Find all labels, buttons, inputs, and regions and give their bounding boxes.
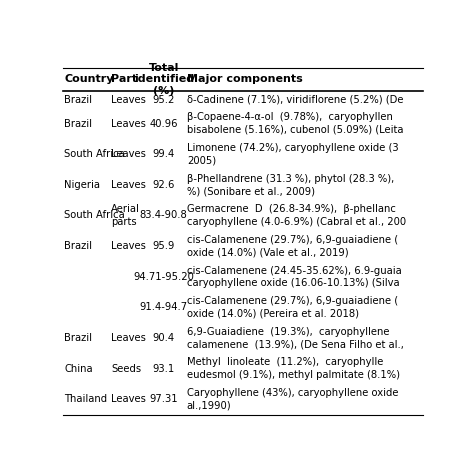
Text: cis-Calamenene (24.45-35.62%), 6.9-guaia
caryophyllene oxide (16.06-10.13%) (Sil: cis-Calamenene (24.45-35.62%), 6.9-guaia… [187, 265, 401, 288]
Text: Leaves: Leaves [111, 118, 146, 128]
Text: Germacrene  D  (26.8-34.9%),  β-phellanc
caryophyllene (4.0-6.9%) (Cabral et al.: Germacrene D (26.8-34.9%), β-phellanc ca… [187, 204, 406, 227]
Text: 6,9-Guaiadiene  (19.3%),  caryophyllene
calamenene  (13.9%), (De Sena Filho et a: 6,9-Guaiadiene (19.3%), caryophyllene ca… [187, 327, 404, 349]
Text: South Africa: South Africa [64, 210, 125, 220]
Text: 94.71-95.20: 94.71-95.20 [133, 272, 194, 282]
Text: Seeds: Seeds [111, 364, 141, 374]
Text: Caryophyllene (43%), caryophyllene oxide
al.,1990): Caryophyllene (43%), caryophyllene oxide… [187, 388, 398, 410]
Text: Aerial
parts: Aerial parts [111, 204, 140, 227]
Text: cis-Calamenene (29.7%), 6,9-guaiadiene (
oxide (14.0%) (Vale et al., 2019): cis-Calamenene (29.7%), 6,9-guaiadiene (… [187, 235, 398, 257]
Text: Thailand: Thailand [64, 394, 108, 404]
Text: Brazil: Brazil [64, 95, 92, 105]
Text: Brazil: Brazil [64, 118, 92, 128]
Text: cis-Calamenene (29.7%), 6,9-guaiadiene (
oxide (14.0%) (Pereira et al. 2018): cis-Calamenene (29.7%), 6,9-guaiadiene (… [187, 296, 398, 319]
Text: 95.9: 95.9 [153, 241, 175, 251]
Text: Brazil: Brazil [64, 333, 92, 343]
Text: β-Phellandrene (31.3 %), phytol (28.3 %),
%) (Sonibare et al., 2009): β-Phellandrene (31.3 %), phytol (28.3 %)… [187, 173, 394, 196]
Text: China: China [64, 364, 93, 374]
Text: Part: Part [111, 74, 137, 84]
Text: 99.4: 99.4 [153, 149, 175, 159]
Text: 83.4-90.8: 83.4-90.8 [140, 210, 188, 220]
Text: Brazil: Brazil [64, 241, 92, 251]
Text: Methyl  linoleate  (11.2%),  caryophylle
eudesmol (9.1%), methyl palmitate (8.1%: Methyl linoleate (11.2%), caryophylle eu… [187, 357, 400, 380]
Text: 95.2: 95.2 [153, 95, 175, 105]
Text: 40.96: 40.96 [149, 118, 178, 128]
Text: Leaves: Leaves [111, 394, 146, 404]
Text: Country: Country [64, 74, 114, 84]
Text: Leaves: Leaves [111, 241, 146, 251]
Text: 90.4: 90.4 [153, 333, 175, 343]
Text: Leaves: Leaves [111, 95, 146, 105]
Text: 91.4-94.7: 91.4-94.7 [140, 302, 188, 312]
Text: Total
identified
(%): Total identified (%) [134, 63, 194, 96]
Text: Leaves: Leaves [111, 149, 146, 159]
Text: Leaves: Leaves [111, 333, 146, 343]
Text: 93.1: 93.1 [153, 364, 175, 374]
Text: 92.6: 92.6 [153, 180, 175, 190]
Text: Nigeria: Nigeria [64, 180, 100, 190]
Text: Major components: Major components [187, 74, 302, 84]
Text: δ-Cadinene (7.1%), viridiflorene (5.2%) (De: δ-Cadinene (7.1%), viridiflorene (5.2%) … [187, 95, 403, 105]
Text: Limonene (74.2%), caryophyllene oxide (3
2005): Limonene (74.2%), caryophyllene oxide (3… [187, 143, 399, 165]
Text: 97.31: 97.31 [149, 394, 178, 404]
Text: β-Copaene-4-α-ol  (9.78%),  caryophyllen
bisabolene (5.16%), cubenol (5.09%) (Le: β-Copaene-4-α-ol (9.78%), caryophyllen b… [187, 112, 403, 135]
Text: South Africa: South Africa [64, 149, 125, 159]
Text: Leaves: Leaves [111, 180, 146, 190]
